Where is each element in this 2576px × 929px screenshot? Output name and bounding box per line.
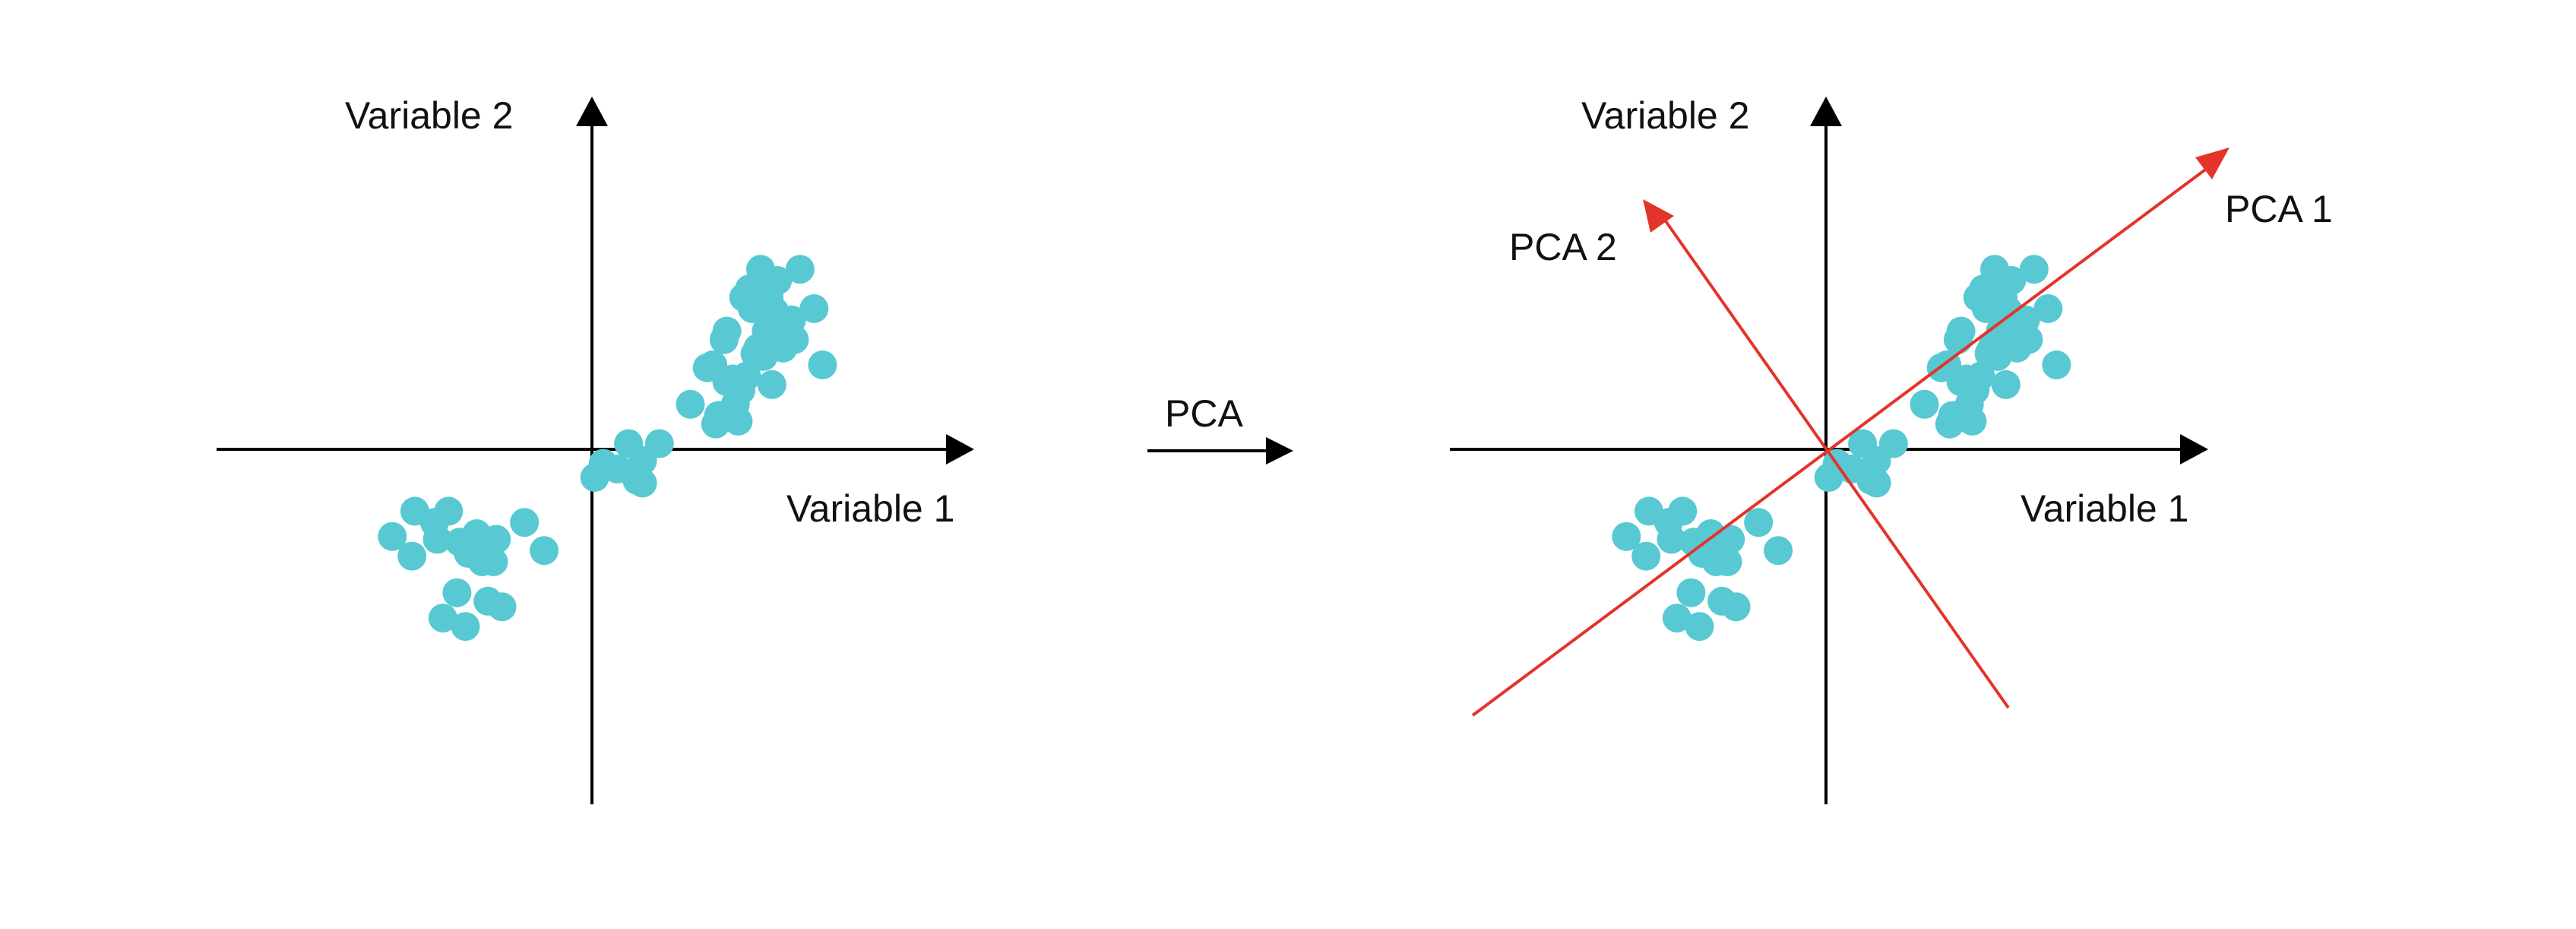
right-data-point [1814, 463, 1843, 492]
left-data-point [442, 578, 472, 607]
left-data-point [748, 263, 778, 293]
left-data-point [434, 496, 464, 526]
right-x-axis-arrowhead [2180, 434, 2208, 465]
right-y-axis-label: Variable 2 [1581, 94, 1749, 137]
transform-arrowhead [1266, 437, 1293, 465]
pca2-axis-line [1663, 217, 2010, 709]
right-data-point [1983, 263, 2012, 293]
right-data-point [1960, 376, 1990, 405]
left-data-point [628, 468, 657, 498]
right-data-point [1662, 604, 1691, 633]
left-y-axis-arrowhead [576, 97, 608, 126]
right-data-point [1974, 339, 2004, 369]
left-x-axis-arrowhead [946, 434, 974, 465]
right-data-point [1946, 316, 1976, 346]
right-data-point [1957, 407, 1987, 436]
right-data-point [2002, 333, 2032, 363]
right-data-point [1991, 369, 2021, 399]
left-data-point [712, 316, 742, 346]
left-data-point [777, 305, 806, 335]
left-data-point [676, 389, 705, 419]
right-data-point [1676, 578, 1706, 607]
pca1-label: PCA 1 [2225, 188, 2333, 230]
right-y-axis-arrowhead [1810, 97, 1842, 126]
right-data-point [2033, 294, 2063, 323]
pca-transform-arrow: PCA [1147, 392, 1293, 465]
right-data-point [1848, 429, 1878, 458]
right-data-point [1631, 541, 1661, 571]
right-data-point [1701, 547, 1731, 576]
left-data-point [530, 536, 559, 566]
right-data-point [1679, 528, 1709, 557]
left-data-point [785, 255, 815, 284]
right-data-point [1910, 389, 1939, 419]
right-data-point [2011, 305, 2040, 335]
left-data-point [378, 522, 407, 551]
left-scatter-plot: Variable 2 Variable 1 [217, 94, 974, 804]
right-data-point [1744, 508, 1774, 537]
left-data-point [467, 547, 497, 576]
right-data-point [1935, 409, 1964, 439]
left-data-point [740, 339, 770, 369]
pca1-axis-line [1471, 166, 2209, 717]
left-x-axis-label: Variable 1 [786, 487, 954, 530]
left-point-group [378, 255, 837, 642]
right-point-group [1612, 255, 2071, 642]
left-data-point [799, 294, 829, 323]
left-data-point [757, 369, 786, 399]
right-data-point [1721, 592, 1751, 622]
right-data-point [1668, 496, 1698, 526]
left-y-axis-label: Variable 2 [345, 94, 513, 137]
right-x-axis-label: Variable 1 [2021, 487, 2188, 530]
left-data-point [726, 376, 756, 405]
left-data-point [723, 407, 753, 436]
left-data-point [487, 592, 517, 622]
left-data-point [768, 333, 798, 363]
pca2-arrowhead [1643, 199, 1674, 233]
left-data-point [580, 463, 609, 492]
right-data-point [2019, 255, 2049, 284]
right-data-point [2042, 350, 2071, 379]
right-data-point [1657, 525, 1686, 554]
pca2-label: PCA 2 [1509, 226, 1617, 268]
pca-transform-label: PCA [1165, 392, 1243, 435]
right-scatter-plot: Variable 2 Variable 1 PCA 1 PCA 2 [1450, 94, 2333, 804]
right-data-point [1862, 468, 1891, 498]
left-data-point [428, 604, 457, 633]
left-data-point [701, 409, 730, 439]
right-data-point [1764, 536, 1793, 566]
left-data-point [451, 612, 480, 642]
left-data-point [397, 541, 427, 571]
left-data-point [808, 350, 837, 379]
left-data-point [614, 429, 644, 458]
pca1-arrowhead [2195, 147, 2229, 179]
left-data-point [445, 528, 475, 557]
right-data-point [1612, 522, 1641, 551]
left-data-point [422, 525, 452, 554]
right-data-point [1685, 612, 1714, 642]
left-data-point [510, 508, 540, 537]
